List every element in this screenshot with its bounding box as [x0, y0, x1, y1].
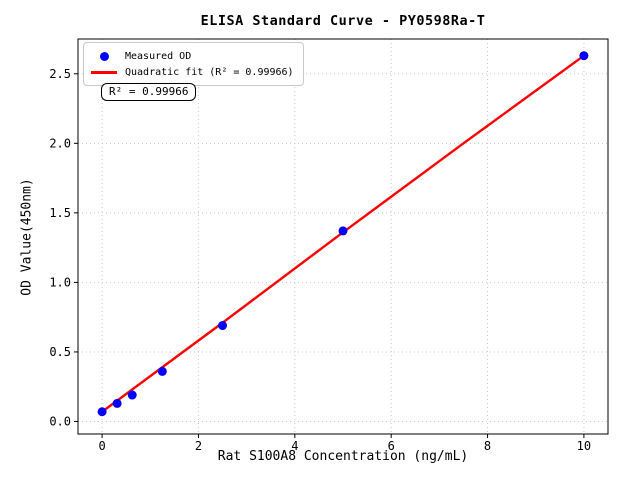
measured-od-marker-icon — [91, 51, 117, 61]
x-tick-label: 0 — [98, 439, 105, 453]
y-tick-label: 1.0 — [49, 275, 71, 289]
quadratic-fit-line-icon — [91, 70, 117, 74]
chart-title: ELISA Standard Curve - PY0598Ra-T — [200, 13, 486, 29]
y-tick-label: 1.5 — [49, 206, 71, 220]
y-tick-label: 2.0 — [49, 136, 71, 150]
y-tick-label: 2.5 — [49, 67, 71, 81]
measured-od-point — [157, 366, 167, 376]
measured-od-point — [579, 51, 589, 61]
x-tick-label: 8 — [484, 439, 491, 453]
x-tick-label: 4 — [291, 439, 298, 453]
legend-label-measured-od: Measured OD — [125, 50, 192, 62]
measured-od-point — [112, 398, 122, 408]
legend: Measured OD Quadratic fit (R² = 0.99966) — [83, 42, 304, 86]
measured-od-point — [218, 321, 228, 331]
x-axis-label: Rat S100A8 Concentration (ng/mL) — [217, 449, 469, 464]
axes-spines — [77, 38, 609, 435]
quadratic-fit-line — [100, 54, 586, 413]
x-tick-label: 6 — [388, 439, 395, 453]
legend-label-quadratic-fit: Quadratic fit (R² = 0.99966) — [125, 66, 294, 78]
legend-item-quadratic-fit: Quadratic fit (R² = 0.99966) — [91, 64, 294, 80]
x-tick-label: 10 — [577, 439, 591, 453]
y-tick-label: 0.5 — [49, 345, 71, 359]
legend-item-measured-od: Measured OD — [91, 48, 294, 64]
x-tick-label: 2 — [195, 439, 202, 453]
measured-od-point — [97, 407, 107, 417]
y-tick-label: 0.0 — [49, 414, 71, 428]
measured-od-point — [127, 390, 137, 400]
measured-od-point — [338, 226, 348, 236]
r-squared-annotation: R² = 0.99966 — [101, 83, 197, 101]
y-axis-label: OD Value(450nm) — [19, 178, 35, 296]
